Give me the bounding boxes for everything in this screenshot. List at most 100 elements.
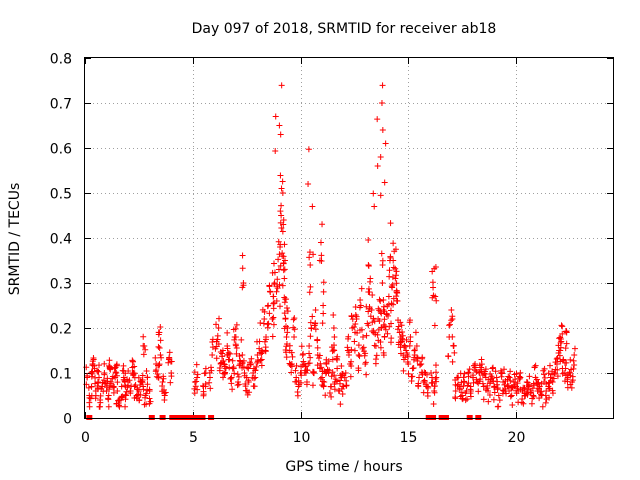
data-point: [221, 361, 228, 367]
data-point: [341, 374, 348, 381]
data-point: [345, 335, 352, 342]
data-point: [484, 382, 491, 389]
data-point: [461, 370, 468, 377]
data-point: [213, 321, 220, 328]
data-point: [286, 342, 293, 349]
data-point: [489, 375, 496, 382]
data-point: [357, 296, 364, 303]
data-point: [449, 358, 456, 365]
data-point: [351, 338, 358, 345]
data-point: [323, 356, 330, 363]
data-point: [558, 322, 565, 329]
data-point: [331, 372, 338, 379]
data-point: [344, 344, 351, 351]
data-point: [309, 382, 316, 389]
data-point: [226, 350, 233, 357]
data-point: [377, 338, 384, 345]
data-point: [121, 378, 128, 385]
chart-title: Day 097 of 2018, SRMTID for receiver ab1…: [192, 21, 497, 37]
data-point: [105, 362, 112, 369]
data-point: [269, 315, 276, 322]
data-point: [142, 394, 149, 401]
data-point: [135, 374, 142, 381]
y-tick-label: 0.1: [50, 367, 72, 383]
data-point: [452, 395, 459, 402]
data-point: [448, 317, 455, 324]
data-point: [266, 282, 273, 289]
data-point: [527, 389, 534, 396]
data-point: [352, 320, 359, 327]
x-axis-label: GPS time / hours: [285, 459, 402, 475]
data-point: [542, 399, 549, 406]
data-point: [381, 316, 388, 323]
data-point: [229, 386, 236, 393]
data-point: [561, 359, 568, 366]
data-point: [281, 275, 288, 282]
data-point: [330, 325, 337, 331]
data-point: [514, 385, 521, 392]
data-point: [279, 282, 286, 289]
data-point: [380, 303, 387, 310]
data-point: [105, 403, 112, 410]
data-point: [99, 383, 106, 390]
data-point: [240, 282, 247, 289]
data-point: [146, 386, 153, 393]
data-point: [140, 386, 147, 393]
data-point: [409, 373, 416, 380]
data-point: [216, 315, 223, 322]
data-point: [403, 347, 410, 354]
data-point: [154, 371, 161, 378]
data-point: [563, 340, 570, 347]
data-point: [245, 365, 252, 372]
data-point: [425, 384, 432, 391]
data-point: [248, 355, 255, 362]
data-point: [101, 360, 108, 367]
data-point: [127, 388, 134, 395]
data-point: [283, 334, 290, 340]
data-point: [307, 354, 314, 361]
data-point: [416, 374, 423, 381]
data-point: [393, 280, 400, 287]
data-point: [374, 116, 381, 123]
data-point: [535, 379, 542, 386]
data-point: [421, 377, 428, 384]
data-point: [256, 338, 263, 345]
data-point: [245, 377, 252, 384]
data-point: [146, 395, 153, 402]
data-point: [402, 343, 409, 350]
data-point: [377, 344, 384, 351]
data-point: [111, 383, 118, 390]
data-point: [252, 367, 259, 374]
data-point: [290, 324, 297, 331]
axis-ticks: 0 0.1 0.2 0.3 0.4 0.5 0.6 0.7 0.8 0 5 10 15 20: [50, 52, 613, 446]
data-point: [144, 374, 151, 381]
data-point: [124, 382, 131, 389]
data-point: [559, 370, 566, 377]
data-point: [277, 208, 284, 215]
data-point: [155, 329, 162, 336]
data-point: [156, 361, 163, 368]
data-point: [306, 249, 313, 256]
data-point: [448, 307, 455, 313]
data-point: [254, 359, 261, 366]
data-point: [433, 297, 440, 304]
data-point: [546, 362, 553, 369]
x-tick-label: 20: [508, 430, 526, 446]
data-point: [452, 388, 459, 394]
data-point: [308, 325, 315, 332]
data-point: [224, 329, 231, 336]
gap-marker: [169, 415, 176, 420]
data-point: [372, 343, 379, 349]
data-point: [257, 357, 264, 364]
data-point: [407, 338, 414, 345]
y-tick-label: 0.7: [50, 97, 72, 113]
data-point: [85, 384, 92, 391]
data-point: [137, 391, 144, 398]
data-point: [365, 289, 372, 296]
data-point: [404, 353, 411, 360]
data-point: [387, 253, 394, 260]
data-point: [528, 400, 535, 407]
data-point: [273, 288, 280, 295]
data-point: [279, 228, 286, 235]
data-point: [395, 323, 402, 330]
